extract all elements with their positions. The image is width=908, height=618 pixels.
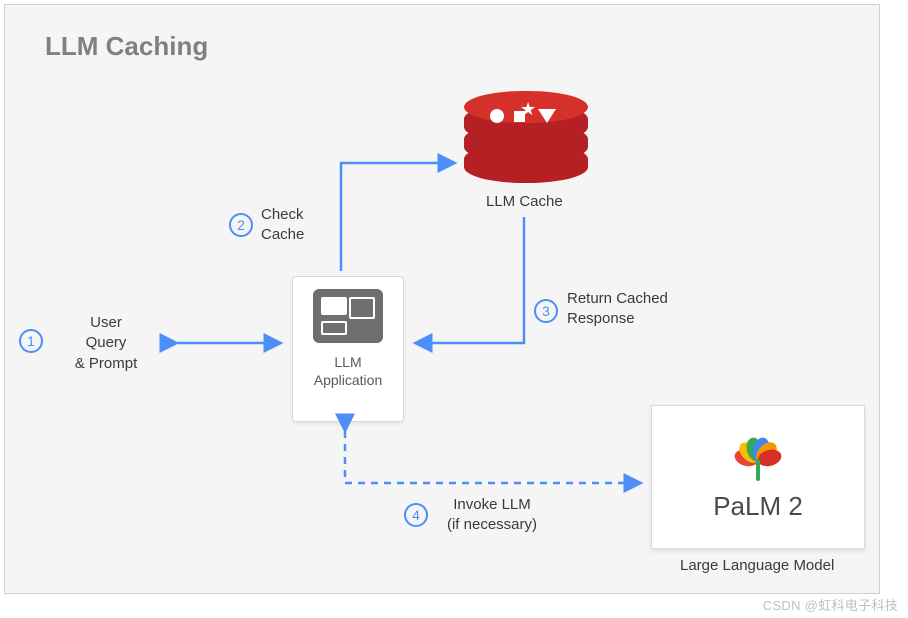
step-label-1: User Query & Prompt — [61, 313, 151, 374]
watermark: CSDN @虹科电子科技 — [763, 595, 898, 614]
palm-card: PaLM 2 — [651, 405, 865, 549]
diagram-title: LLM Caching — [45, 31, 208, 62]
step-label-2: Check Cache — [261, 205, 321, 246]
diagram-canvas: LLM Caching 1 2 3 4 User Query & Prompt … — [4, 4, 880, 594]
cache-label: LLM Cache — [486, 193, 563, 210]
app-icon — [313, 289, 383, 343]
step-badge-2: 2 — [229, 213, 253, 237]
step-badge-4: 4 — [404, 503, 428, 527]
palm-logo-icon — [733, 433, 783, 483]
step-badge-3: 3 — [534, 299, 558, 323]
llm-label: Large Language Model — [680, 557, 834, 574]
app-label: LLM Application — [314, 353, 383, 389]
cache-icon: ★ — [464, 81, 588, 183]
llm-application-node: LLM Application — [292, 276, 404, 422]
step-label-3: Return Cached Response — [567, 289, 697, 330]
palm-text: PaLM 2 — [713, 491, 803, 522]
step-badge-1: 1 — [19, 329, 43, 353]
step-label-4: Invoke LLM (if necessary) — [437, 495, 547, 536]
